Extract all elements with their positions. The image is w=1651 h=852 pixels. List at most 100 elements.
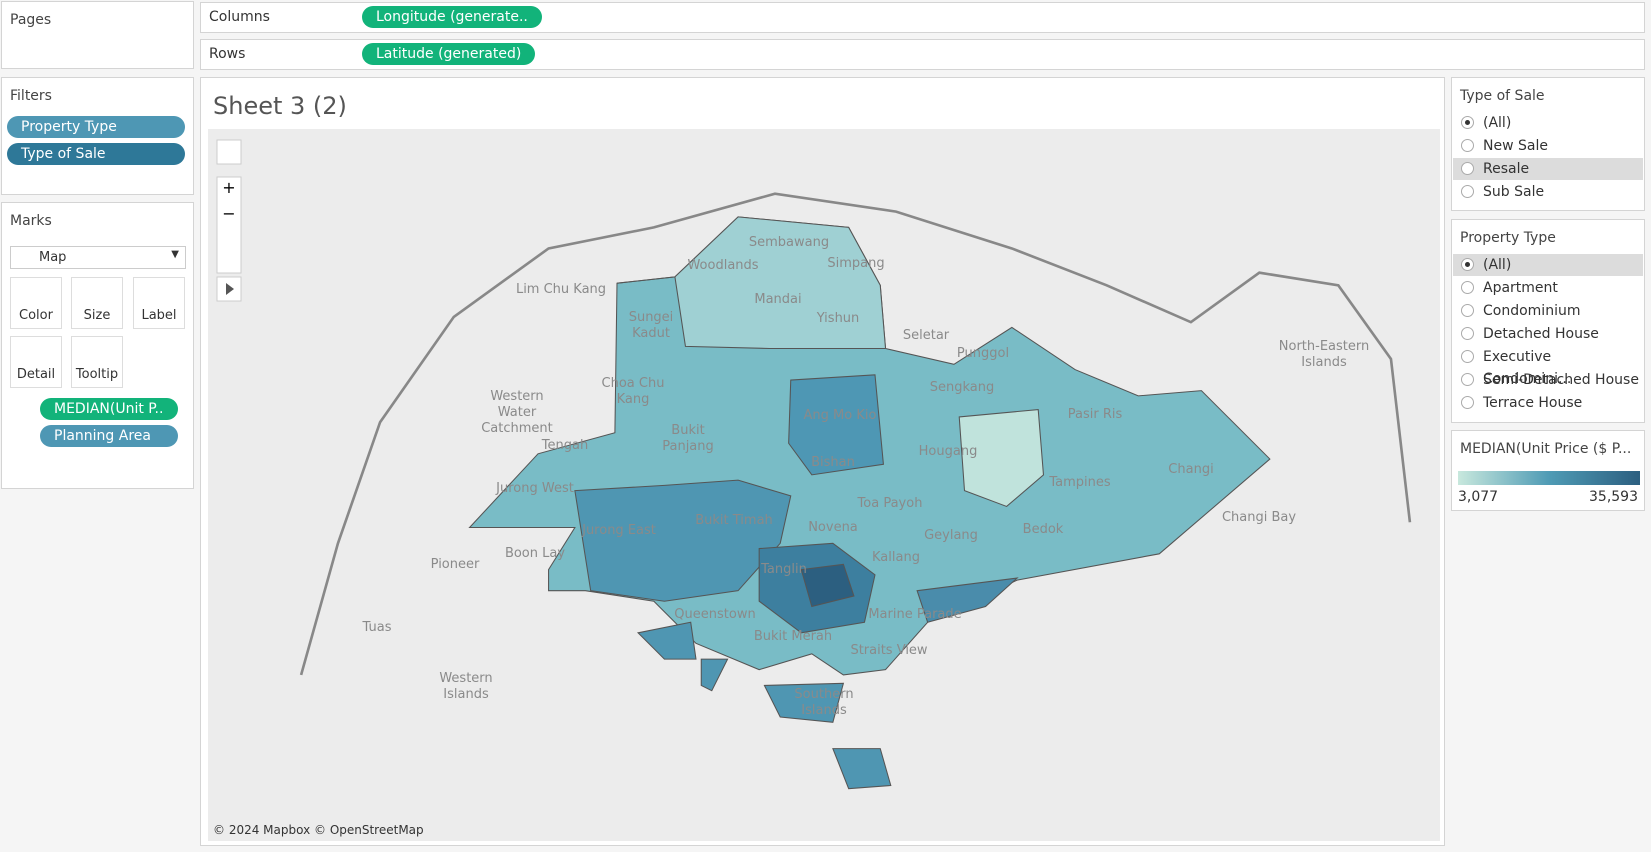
zoom-in[interactable]: +	[222, 178, 235, 197]
zoom-out[interactable]: −	[222, 204, 235, 223]
radio[interactable]	[1461, 350, 1474, 363]
place-label: Hougang	[919, 444, 978, 459]
place-label: Choa Chu Kang	[602, 376, 665, 407]
tooltip-button[interactable]: Tooltip	[71, 336, 123, 388]
map: + − Lim Chu Kang Western Water Catchment Tua…	[208, 129, 1440, 841]
radio-option[interactable]: Condominium	[1453, 300, 1643, 322]
place-label: Kallang	[872, 550, 920, 565]
columns-pill[interactable]: Longitude (generate..	[362, 6, 542, 28]
district	[616, 216, 887, 350]
radio-option[interactable]: Resale	[1453, 158, 1643, 180]
legend-min: 3,077	[1458, 489, 1499, 505]
place-label: Sengkang	[930, 380, 995, 395]
option-label: (All)	[1483, 257, 1512, 273]
rows-label: Rows	[209, 46, 246, 62]
filter-title: Property Type	[1460, 230, 1556, 246]
place-label: Mandai	[754, 292, 801, 307]
district	[800, 563, 855, 608]
place-label: North-Eastern Islands	[1279, 339, 1369, 370]
radio[interactable]	[1461, 258, 1474, 271]
radio-option[interactable]: Terrace House	[1453, 392, 1643, 414]
district	[916, 577, 1019, 623]
option-label: Condominium	[1483, 303, 1581, 319]
zoom-buttons[interactable]	[216, 176, 242, 274]
option-label: Terrace House	[1483, 395, 1583, 411]
sheet-title: Sheet 3 (2)	[213, 92, 347, 120]
legend-max: 35,593	[1589, 489, 1638, 505]
place-label: Lim Chu Kang	[516, 282, 606, 297]
marks-title: Marks	[10, 213, 52, 229]
radio[interactable]	[1461, 396, 1474, 409]
filter-pill[interactable]: Property Type	[7, 116, 185, 138]
place-label: Bukit Merah	[754, 629, 832, 644]
place-label: Bukit Panjang	[662, 423, 714, 454]
radio-option[interactable]: (All)	[1453, 112, 1643, 134]
option-label: Semi-Detached House	[1483, 372, 1639, 388]
radio[interactable]	[1461, 185, 1474, 198]
columns-shelf: Columns Longitude (generate..	[200, 2, 1645, 33]
radio[interactable]	[1461, 116, 1474, 129]
radio-option[interactable]: Executive Condomini...	[1453, 346, 1643, 387]
detail-button[interactable]: Detail	[10, 336, 62, 388]
place-label: Southern Islands	[794, 687, 853, 718]
radio[interactable]	[1461, 281, 1474, 294]
place-label: Geylang	[924, 528, 978, 543]
place-label: Tengah	[541, 438, 588, 453]
size-button[interactable]: Size	[71, 277, 123, 329]
place-label: Bishan	[811, 455, 855, 470]
color-button[interactable]: Color	[10, 277, 62, 329]
place-label: Novena	[808, 520, 858, 535]
search-button[interactable]	[216, 139, 242, 165]
option-label: (All)	[1483, 115, 1512, 131]
radio-option[interactable]: Apartment	[1453, 277, 1643, 299]
option-label: New Sale	[1483, 138, 1548, 154]
islands	[763, 682, 892, 790]
radio[interactable]	[1461, 327, 1474, 340]
rows-pill[interactable]: Latitude (generated)	[362, 43, 536, 65]
filter-title: Type of Sale	[1460, 88, 1545, 104]
place-label: Western Water Catchment	[481, 389, 553, 436]
place-label: Tampines	[1048, 475, 1111, 490]
marks-card: Marks Map ▼ Color Size Label Detail Toolt…	[1, 202, 194, 489]
filters-card: Filters Property Type Type of Sale	[1, 77, 194, 195]
property-type-filter: Property Type (All) Apartment Condominium D…	[1451, 219, 1645, 423]
columns-label: Columns	[209, 9, 270, 25]
field-pill[interactable]: MEDIAN(Unit P..	[40, 398, 178, 420]
place-label: Marine Parade	[868, 607, 961, 622]
option-label: Sub Sale	[1483, 184, 1545, 200]
color-legend: MEDIAN(Unit Price ($ P... 3,077 35,593	[1451, 430, 1645, 511]
place-label: Queenstown	[674, 607, 755, 622]
mark-type-dropdown[interactable]: Map ▼	[10, 246, 186, 269]
place-label: Bedok	[1023, 522, 1064, 537]
place-label: Simpang	[827, 256, 884, 271]
place-label: Bukit Timah	[695, 513, 773, 528]
radio-option[interactable]: Sub Sale	[1453, 181, 1643, 203]
radio-option[interactable]: New Sale	[1453, 135, 1643, 157]
radio[interactable]	[1461, 373, 1474, 386]
boundary	[299, 192, 1412, 676]
map-layer	[299, 192, 1412, 790]
district	[788, 374, 884, 476]
filter-pill[interactable]: Type of Sale	[7, 143, 185, 165]
place-label: Punggol	[957, 346, 1009, 361]
radio[interactable]	[1461, 139, 1474, 152]
radio[interactable]	[1461, 162, 1474, 175]
option-label: Resale	[1483, 161, 1530, 177]
label-button[interactable]: Label	[133, 277, 185, 329]
district	[574, 479, 792, 602]
play-icon	[226, 283, 234, 295]
place-label: Changi	[1168, 462, 1213, 477]
field-pill[interactable]: Planning Area	[40, 425, 178, 447]
place-label: Jurong West	[495, 481, 574, 496]
district	[958, 408, 1045, 508]
place-label: Pioneer	[431, 557, 480, 572]
radio-option[interactable]: Semi-Detached House	[1453, 369, 1643, 391]
radio-option[interactable]: Detached House	[1453, 323, 1643, 345]
place-label: Ang Mo Kio	[804, 408, 877, 423]
place-label: Boon Lay	[505, 546, 565, 561]
radio[interactable]	[1461, 304, 1474, 317]
place-label: Seletar	[903, 328, 950, 343]
radio-option[interactable]: (All)	[1453, 254, 1643, 276]
place-label: Yishun	[816, 311, 860, 326]
